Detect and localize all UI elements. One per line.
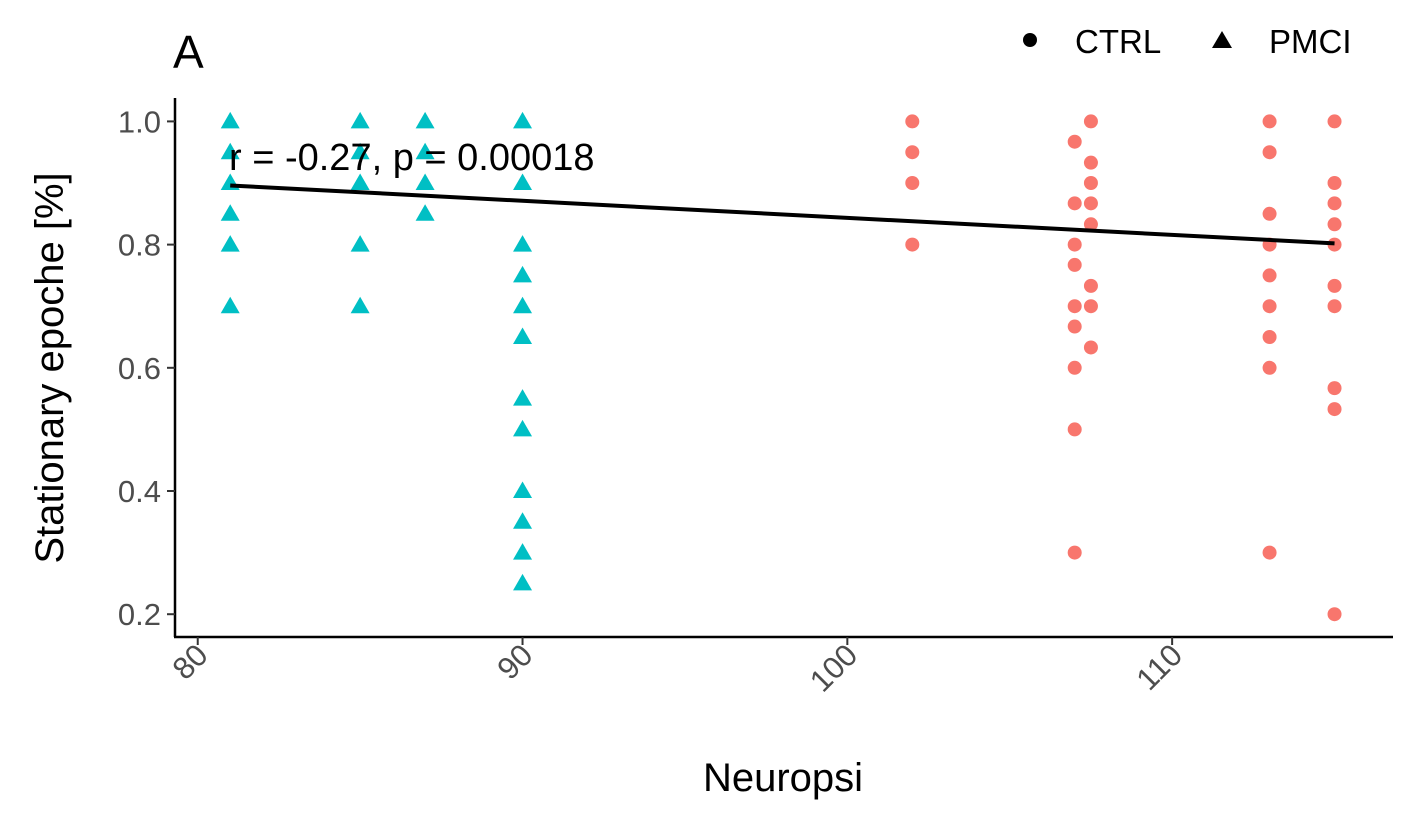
legend: CTRL PMCI — [1023, 23, 1352, 60]
ctrl-point-35 — [1327, 278, 1342, 293]
pmci-point-12 — [415, 142, 435, 160]
ctrl-point-14 — [1083, 155, 1098, 170]
legend-triangle-icon — [1212, 31, 1232, 48]
ctrl-point-33 — [1327, 217, 1342, 232]
ctrl-point-11 — [1067, 422, 1082, 437]
x-tick-label-3: 110 — [1129, 637, 1189, 697]
ctrl-point-5 — [1067, 196, 1082, 211]
pmci-point-25 — [513, 543, 533, 560]
points-layer — [220, 111, 1342, 622]
pmci-point-4 — [220, 235, 240, 252]
trend-line — [230, 183, 1335, 246]
pmci-point-9 — [350, 235, 370, 252]
pmci-point-10 — [350, 296, 370, 314]
ctrl-point-28 — [1262, 360, 1277, 375]
ctrl-point-22 — [1262, 145, 1277, 160]
ctrl-point-31 — [1327, 176, 1342, 191]
pmci-point-1 — [220, 142, 240, 160]
legend-circle-icon — [1023, 33, 1037, 47]
pmci-point-24 — [513, 512, 533, 529]
y-tick-label-4: 1.0 — [118, 104, 161, 139]
pmci-point-5 — [220, 296, 240, 314]
ctrl-point-10 — [1067, 360, 1082, 375]
ctrl-point-21 — [1262, 114, 1277, 129]
pmci-point-16 — [513, 173, 533, 191]
pmci-point-19 — [513, 296, 533, 314]
ctrl-point-18 — [1083, 278, 1098, 293]
ctrl-point-17 — [1083, 217, 1098, 232]
ctrl-point-13 — [1083, 114, 1098, 129]
ctrl-point-6 — [1067, 237, 1082, 252]
x-tick-label-2: 100 — [803, 637, 864, 698]
pmci-point-21 — [513, 389, 533, 406]
trend-layer — [230, 183, 1335, 246]
ctrl-point-36 — [1327, 299, 1342, 314]
pmci-point-14 — [415, 204, 435, 221]
pmci-point-13 — [415, 173, 435, 191]
pmci-point-20 — [513, 327, 533, 345]
ctrl-point-3 — [905, 237, 920, 252]
ctrl-point-1 — [905, 145, 920, 160]
pmci-point-18 — [513, 265, 533, 283]
pmci-point-7 — [350, 142, 370, 160]
ctrl-point-9 — [1067, 319, 1082, 334]
x-axis-title: Neuropsi — [703, 756, 863, 800]
y-tick-label-1: 0.4 — [118, 474, 161, 509]
y-tick-label-2: 0.6 — [118, 351, 161, 386]
pmci-point-8 — [350, 173, 370, 191]
ctrl-point-0 — [905, 114, 920, 129]
y-tick-label-3: 0.8 — [118, 228, 161, 263]
ctrl-point-4 — [1067, 134, 1082, 149]
ctrl-point-30 — [1327, 114, 1342, 129]
pmci-point-6 — [350, 111, 370, 129]
ctrl-point-8 — [1067, 299, 1082, 314]
pmci-point-23 — [513, 481, 533, 499]
ctrl-point-32 — [1327, 196, 1342, 211]
legend-label-pmci: PMCI — [1269, 23, 1352, 60]
ctrl-point-15 — [1083, 176, 1098, 191]
ctrl-point-2 — [905, 176, 920, 191]
pmci-point-22 — [513, 419, 533, 437]
x-tick-label-0: 80 — [166, 637, 215, 686]
pmci-point-0 — [220, 111, 240, 129]
y-tick-label-0: 0.2 — [118, 597, 161, 632]
ctrl-point-38 — [1327, 402, 1342, 417]
x-tick-label-1: 90 — [490, 637, 539, 686]
pmci-point-26 — [513, 573, 533, 591]
ctrl-point-20 — [1083, 340, 1098, 355]
ctrl-point-25 — [1262, 268, 1277, 283]
ctrl-point-37 — [1327, 381, 1342, 396]
ctrl-point-39 — [1327, 607, 1342, 622]
ctrl-point-27 — [1262, 330, 1277, 345]
ctrl-point-7 — [1067, 257, 1082, 272]
ctrl-point-29 — [1262, 545, 1277, 560]
pmci-point-3 — [220, 204, 240, 221]
pmci-point-15 — [513, 111, 533, 129]
ctrl-point-26 — [1262, 299, 1277, 314]
panel-label: A — [173, 26, 204, 78]
ctrl-point-23 — [1262, 206, 1277, 221]
ctrl-point-16 — [1083, 196, 1098, 211]
pmci-point-17 — [513, 235, 533, 252]
correlation-annotation: r = -0.27, p = 0.00018 — [229, 137, 595, 179]
pmci-point-11 — [415, 111, 435, 129]
ctrl-point-19 — [1083, 299, 1098, 314]
y-axis-title: Stationary epoche [%] — [28, 172, 72, 563]
legend-label-ctrl: CTRL — [1075, 23, 1161, 60]
ctrl-point-34 — [1327, 237, 1342, 252]
ctrl-point-12 — [1067, 545, 1082, 560]
